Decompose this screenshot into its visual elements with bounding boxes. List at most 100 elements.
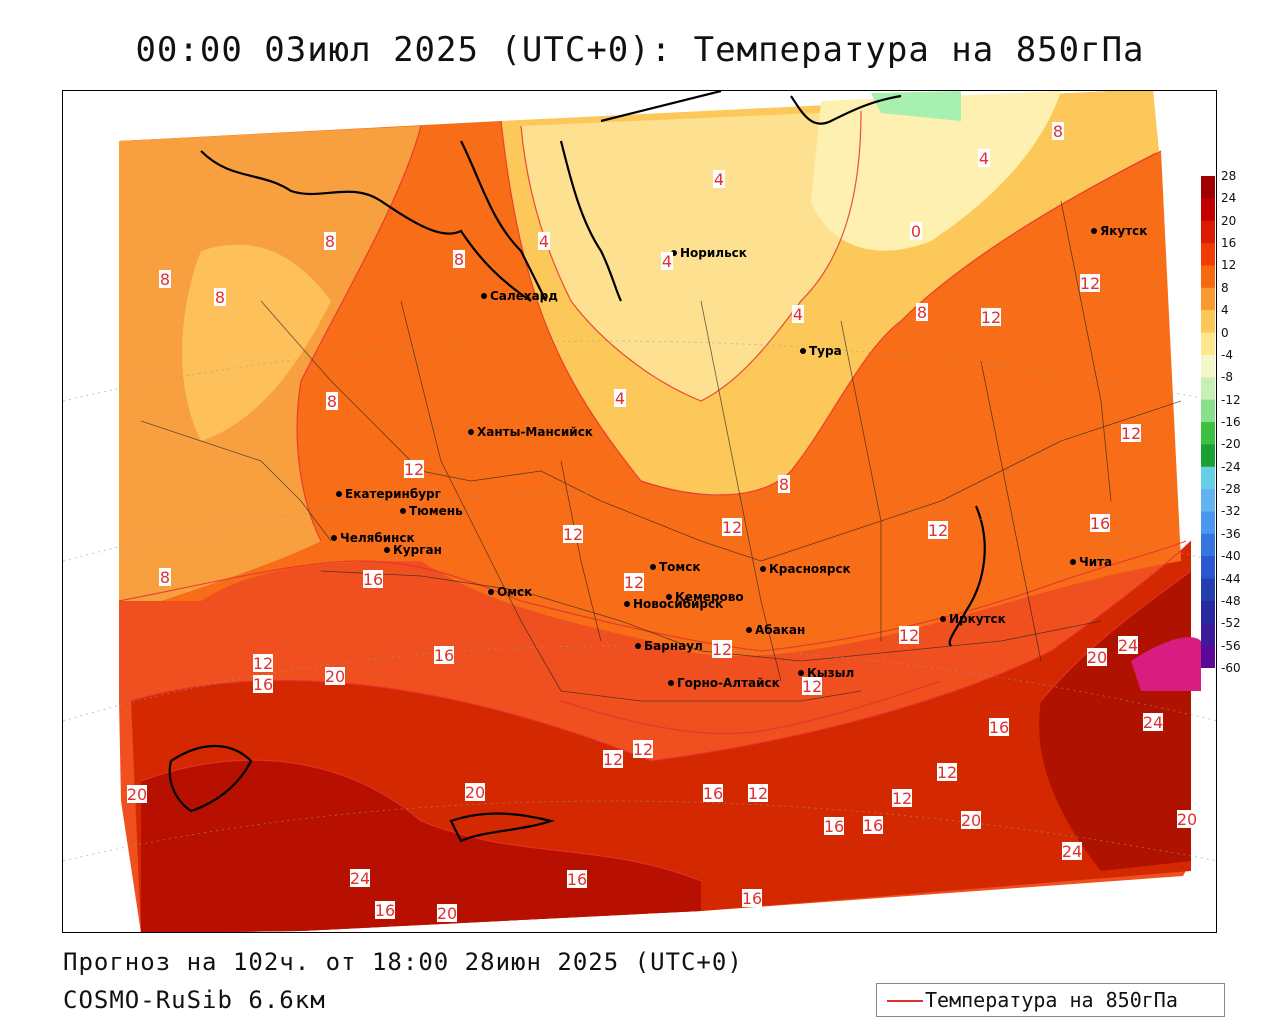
- contour-label: 8: [160, 568, 170, 587]
- contour-label: 12: [253, 654, 273, 673]
- colorbar-swatch: [1201, 511, 1215, 535]
- city-dot: [650, 564, 656, 570]
- contour-label-bg: [1087, 648, 1107, 666]
- contour-label-bg: [350, 869, 370, 887]
- contour-label: 20: [1177, 810, 1197, 829]
- colorbar-tick-label: -40: [1221, 549, 1241, 564]
- colorbar-tick-label: -60: [1221, 661, 1241, 675]
- contour-label-bg: [253, 675, 273, 693]
- colorbar-tick-label: 24: [1221, 191, 1237, 206]
- contour-label-bg: [1118, 636, 1138, 654]
- city-label: Красноярск: [769, 562, 851, 576]
- contour-label: 8: [327, 392, 337, 411]
- colorbar-tick-label: 0: [1221, 325, 1229, 340]
- contour-label: 16: [863, 816, 883, 835]
- city-dot: [760, 566, 766, 572]
- colorbar-tick-label: 4: [1221, 303, 1229, 318]
- contour-label-bg: [961, 811, 981, 829]
- contour-label: 16: [434, 646, 454, 665]
- city-dot: [331, 535, 337, 541]
- colorbar-swatch: [1201, 243, 1215, 266]
- city-dot: [746, 627, 752, 633]
- contour-labels: 8 4 4 0 4 8 4 8 8 8 12 12 8 4 8 4 12 8 12 12 12 12 16 8 16 12 12 12…: [127, 122, 1197, 923]
- contour-label-bg: [712, 640, 732, 658]
- contour-label: 0: [911, 222, 921, 241]
- contour-label-bg: [363, 570, 383, 588]
- legend-label: Температура на 850гПа: [925, 988, 1178, 1012]
- contour-label-bg: [742, 889, 762, 907]
- colorbar-swatch: [1201, 600, 1215, 624]
- colorbar-swatch: [1201, 645, 1215, 668]
- colorbar-swatch: [1201, 399, 1215, 423]
- city-dot: [624, 601, 630, 607]
- city-label: Чита: [1079, 555, 1112, 569]
- colorbar-swatch: [1201, 578, 1215, 602]
- contour-label: 12: [981, 308, 1001, 327]
- contour-label-bg: [159, 270, 171, 288]
- legend: Температура на 850гПа: [876, 983, 1225, 1017]
- temperature-map: Норильск Якутск Салехард Тура Ханты-Мансийск…: [62, 90, 1217, 933]
- city-dot: [666, 594, 672, 600]
- city-dot: [1070, 559, 1076, 565]
- temperature-field: [118, 91, 1201, 932]
- legend-line-swatch: [887, 1000, 923, 1002]
- contour-label: 12: [603, 750, 623, 769]
- contour-label: 12: [624, 573, 644, 592]
- contour-label: 12: [722, 518, 742, 537]
- contour-label-bg: [214, 288, 226, 306]
- colorbar-swatch: [1201, 310, 1215, 334]
- city-label: Кемерово: [675, 590, 744, 604]
- colorbar-tick-label: -24: [1221, 459, 1241, 474]
- coastlines: [168, 91, 986, 843]
- contour-label-bg: [899, 626, 919, 644]
- contour-label-bg: [713, 170, 725, 188]
- city-label: Курган: [393, 543, 442, 557]
- colorbar-tick-label: -16: [1221, 415, 1241, 429]
- contour-label-bg: [633, 740, 653, 758]
- forecast-info: Прогноз на 102ч. от 18:00 28июн 2025 (UT…: [63, 948, 743, 976]
- contour-label-bg: [437, 904, 457, 922]
- contour-label-bg: [1080, 274, 1100, 292]
- city-dot: [384, 547, 390, 553]
- contour-label-bg: [989, 718, 1009, 736]
- city-dot: [481, 293, 487, 299]
- city-label: Тура: [809, 344, 842, 358]
- contour-label: 16: [363, 570, 383, 589]
- contour-label-bg: [802, 677, 822, 695]
- contour-label: 8: [454, 250, 464, 269]
- colorbar-tick-label: 8: [1221, 280, 1229, 295]
- colorbar-tick-label: -44: [1221, 571, 1241, 586]
- contour-label-bg: [253, 654, 273, 672]
- contour-label: 16: [824, 817, 844, 836]
- contour-label: 12: [928, 521, 948, 540]
- contour-label-bg: [127, 785, 147, 803]
- contour-label-bg: [1090, 514, 1110, 532]
- city-dot: [668, 680, 674, 686]
- contour-label: 12: [712, 640, 732, 659]
- contour-label: 12: [1121, 424, 1141, 443]
- contour-label-bg: [434, 646, 454, 664]
- contour-label-bg: [824, 817, 844, 835]
- city-label: Салехард: [490, 289, 558, 303]
- contour-label-bg: [910, 222, 922, 240]
- model-name: COSMO-RuSib 6.6км: [63, 986, 326, 1014]
- city-label: Кызыл: [807, 666, 854, 680]
- colorbar-swatch: [1201, 533, 1215, 557]
- city-label: Барнаул: [644, 639, 703, 653]
- contour-label-bg: [792, 305, 804, 323]
- contour-label: 12: [563, 525, 583, 544]
- contour-label: 8: [917, 303, 927, 322]
- contour-label: 20: [325, 667, 345, 686]
- contour-label-bg: [325, 667, 345, 685]
- contour-label-bg: [916, 303, 928, 321]
- contour-label-bg: [1177, 810, 1197, 828]
- colorbar-tick-label: 28: [1221, 169, 1237, 183]
- colorbar-tick-label: 16: [1221, 236, 1237, 251]
- city-dot: [1091, 228, 1097, 234]
- contour-label-bg: [722, 518, 742, 536]
- contour-label: 24: [1143, 713, 1163, 732]
- colorbar-swatch: [1201, 198, 1215, 222]
- colorbar-swatch: [1201, 354, 1215, 378]
- city-label: Норильск: [680, 246, 747, 260]
- contour-label: 12: [1080, 274, 1100, 293]
